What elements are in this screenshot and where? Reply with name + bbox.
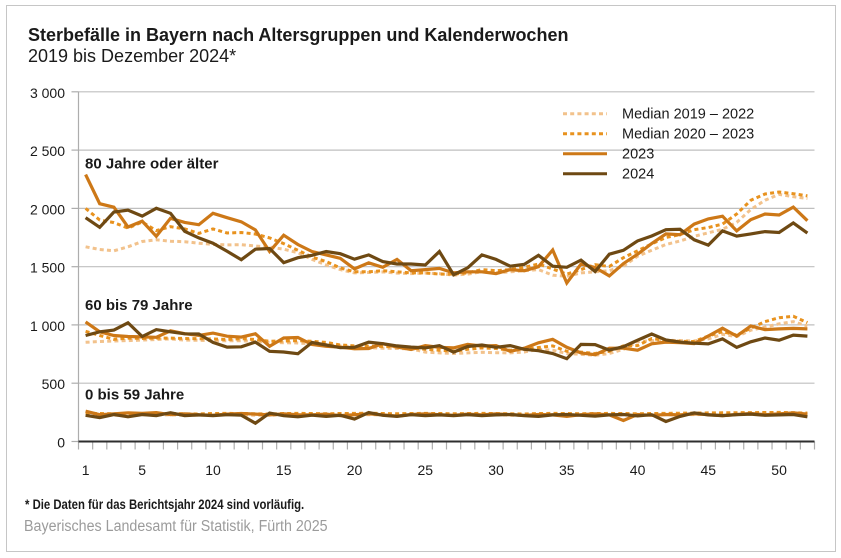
svg-text:60 bis 79 Jahre: 60 bis 79 Jahre: [85, 297, 193, 314]
svg-text:45: 45: [701, 462, 717, 478]
svg-text:0: 0: [57, 435, 65, 451]
svg-text:80 Jahre oder älter: 80 Jahre oder älter: [85, 156, 219, 173]
svg-text:1 500: 1 500: [30, 260, 65, 276]
svg-text:30: 30: [488, 462, 504, 478]
svg-text:2023: 2023: [622, 147, 654, 163]
svg-text:2 000: 2 000: [30, 201, 65, 217]
svg-text:20: 20: [347, 462, 363, 478]
svg-text:1 000: 1 000: [30, 318, 65, 334]
svg-text:50: 50: [771, 462, 787, 478]
svg-text:25: 25: [418, 462, 434, 478]
svg-text:2024: 2024: [622, 167, 654, 183]
svg-text:3 000: 3 000: [30, 85, 65, 101]
svg-text:15: 15: [276, 462, 292, 478]
svg-text:2 500: 2 500: [30, 143, 65, 159]
svg-text:Median 2019 – 2022: Median 2019 – 2022: [622, 107, 754, 123]
svg-text:5: 5: [138, 462, 146, 478]
svg-text:500: 500: [42, 376, 66, 392]
svg-text:Median 2020 – 2023: Median 2020 – 2023: [622, 127, 754, 143]
svg-text:1: 1: [82, 462, 90, 478]
svg-text:10: 10: [205, 462, 221, 478]
svg-text:40: 40: [630, 462, 646, 478]
svg-text:35: 35: [559, 462, 575, 478]
svg-text:0 bis 59 Jahre: 0 bis 59 Jahre: [85, 387, 184, 404]
